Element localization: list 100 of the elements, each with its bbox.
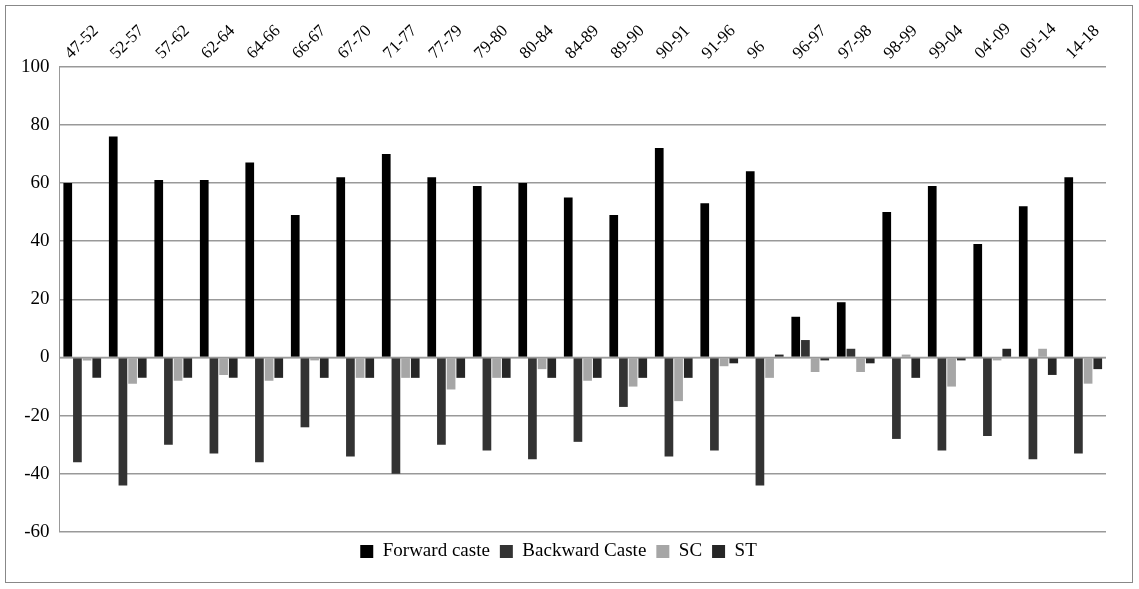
bar	[346, 358, 355, 457]
y-tick-label: 40	[30, 229, 50, 251]
bar	[810, 358, 820, 373]
bar	[1018, 206, 1028, 357]
y-tick-label: 60	[30, 170, 50, 192]
bar	[638, 358, 648, 378]
bar	[108, 136, 118, 357]
bar	[956, 358, 966, 361]
bar	[482, 358, 492, 451]
bar	[228, 358, 238, 378]
bar	[1083, 358, 1093, 384]
bar	[355, 358, 365, 378]
y-tick-label: -40	[24, 461, 50, 483]
bar	[501, 358, 511, 378]
bar	[836, 302, 846, 357]
bar	[683, 358, 693, 378]
bar	[755, 358, 765, 486]
y-tick-label: 80	[30, 112, 50, 134]
bar	[1064, 177, 1074, 357]
bar	[911, 358, 921, 378]
bar	[401, 358, 410, 378]
bar	[1047, 358, 1057, 375]
bar	[290, 214, 300, 357]
bar	[1093, 358, 1103, 370]
bar	[319, 358, 329, 378]
legend-label: Forward caste	[382, 539, 490, 561]
bar	[209, 358, 219, 454]
bar	[137, 358, 147, 378]
bar	[745, 171, 755, 357]
bar	[937, 358, 947, 451]
bar	[154, 180, 164, 357]
bar	[547, 358, 557, 378]
bar	[765, 358, 774, 378]
bar	[882, 212, 892, 357]
bar	[63, 182, 73, 357]
bar	[300, 358, 310, 428]
y-tick-label: -60	[24, 519, 50, 541]
bar	[927, 185, 937, 357]
bar	[164, 358, 173, 445]
bar	[592, 358, 602, 378]
bar	[609, 214, 619, 357]
x-tick-label: 96	[742, 36, 769, 63]
bar	[700, 203, 710, 357]
bar	[1074, 358, 1083, 454]
bar	[365, 358, 375, 378]
bar	[199, 180, 209, 357]
bar	[336, 177, 346, 357]
bar	[274, 358, 284, 378]
bar	[664, 358, 674, 457]
bar	[619, 358, 628, 407]
y-tick-label: 100	[21, 54, 50, 76]
bar	[410, 358, 420, 378]
bar	[118, 358, 128, 486]
bar	[183, 358, 193, 378]
bar	[973, 244, 983, 357]
bar	[456, 358, 466, 378]
bar	[573, 358, 583, 442]
bar	[1002, 348, 1012, 357]
bar	[492, 358, 501, 378]
bar	[983, 358, 992, 437]
bar	[892, 358, 901, 439]
bar	[446, 358, 456, 390]
bar	[537, 358, 547, 370]
bar	[73, 358, 82, 463]
bar	[427, 177, 437, 357]
bar	[381, 153, 391, 357]
bar	[654, 148, 664, 357]
bar	[729, 358, 739, 364]
bar	[518, 182, 528, 357]
bar	[710, 358, 719, 451]
bar	[628, 358, 638, 387]
bar	[947, 358, 956, 387]
bar	[264, 358, 274, 381]
bar	[856, 358, 865, 373]
bar	[310, 358, 319, 361]
bar	[255, 358, 264, 463]
bar	[801, 340, 810, 357]
bar	[219, 358, 228, 375]
y-tick-label: 0	[40, 345, 50, 367]
bar	[674, 358, 683, 402]
bar	[437, 358, 446, 445]
bar	[1028, 358, 1038, 460]
bar	[583, 358, 592, 381]
bar	[563, 197, 573, 357]
bar	[528, 358, 537, 460]
bar	[1038, 348, 1047, 357]
bar	[92, 358, 102, 378]
bar	[245, 162, 255, 357]
bar	[173, 358, 183, 381]
legend-label: ST	[734, 539, 758, 561]
bar	[820, 358, 830, 361]
bar	[128, 358, 137, 384]
bar	[865, 358, 875, 364]
bar	[846, 348, 856, 357]
bar	[472, 185, 482, 357]
y-tick-label: 20	[30, 287, 50, 309]
legend-label: Backward Caste	[522, 539, 647, 561]
bar	[791, 316, 801, 357]
bar	[774, 354, 784, 357]
y-tick-label: -20	[24, 403, 50, 425]
